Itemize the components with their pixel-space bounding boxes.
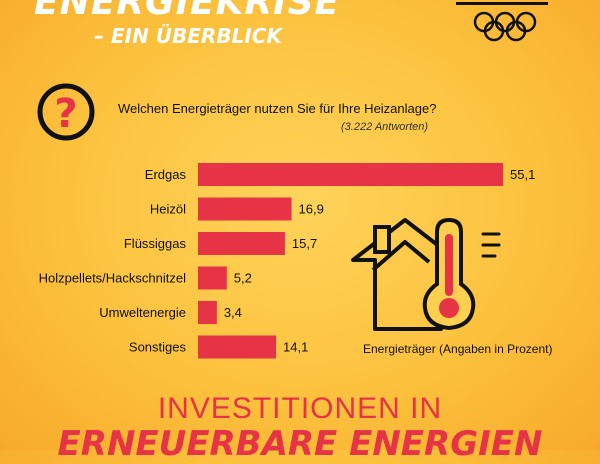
footer-headline-line1: INVESTITIONEN IN xyxy=(157,392,443,425)
value-label-3: 5,2 xyxy=(234,271,252,286)
value-label-5: 14,1 xyxy=(283,340,308,355)
value-label-1: 16,9 xyxy=(299,202,324,217)
page-subtitle: – EIN ÜBERBLICK xyxy=(94,24,282,48)
page-title: ENERGIEKRISE xyxy=(34,0,341,23)
bar-1 xyxy=(198,197,292,221)
value-label-2: 15,7 xyxy=(292,236,317,251)
bar-3 xyxy=(198,266,227,290)
value-label-0: 55,1 xyxy=(510,167,535,182)
house-thermometer-icon xyxy=(351,217,501,331)
category-label-4: Umweltenergie xyxy=(99,305,186,320)
olympic-rings-logo xyxy=(456,2,548,42)
energy-bar-chart: Erdgas 55,1 Heizöl 16,9 Flüssiggas 15,7 Holzpe… xyxy=(39,163,535,359)
category-label-2: Flüssiggas xyxy=(124,236,187,251)
value-label-4: 3,4 xyxy=(224,305,242,320)
category-label-3: Holzpellets/Hackschnitzel xyxy=(39,271,187,286)
category-label-5: Sonstiges xyxy=(129,340,187,355)
survey-question: Welchen Energieträger nutzen Sie für Ihr… xyxy=(118,101,437,116)
footer-headline-line2: ERNEUERBARE ENERGIEN xyxy=(57,424,543,464)
category-label-0: Erdgas xyxy=(145,167,187,182)
category-label-1: Heizöl xyxy=(150,202,186,217)
bar-2 xyxy=(198,232,285,255)
svg-text:?: ? xyxy=(54,91,77,137)
chart-caption: Energieträger (Angaben in Prozent) xyxy=(363,342,553,356)
bar-0 xyxy=(198,163,503,186)
question-mark-icon: ? xyxy=(37,83,95,141)
response-count: (3.222 Antworten) xyxy=(341,121,429,133)
bar-5 xyxy=(198,335,277,359)
bar-4 xyxy=(198,301,217,324)
